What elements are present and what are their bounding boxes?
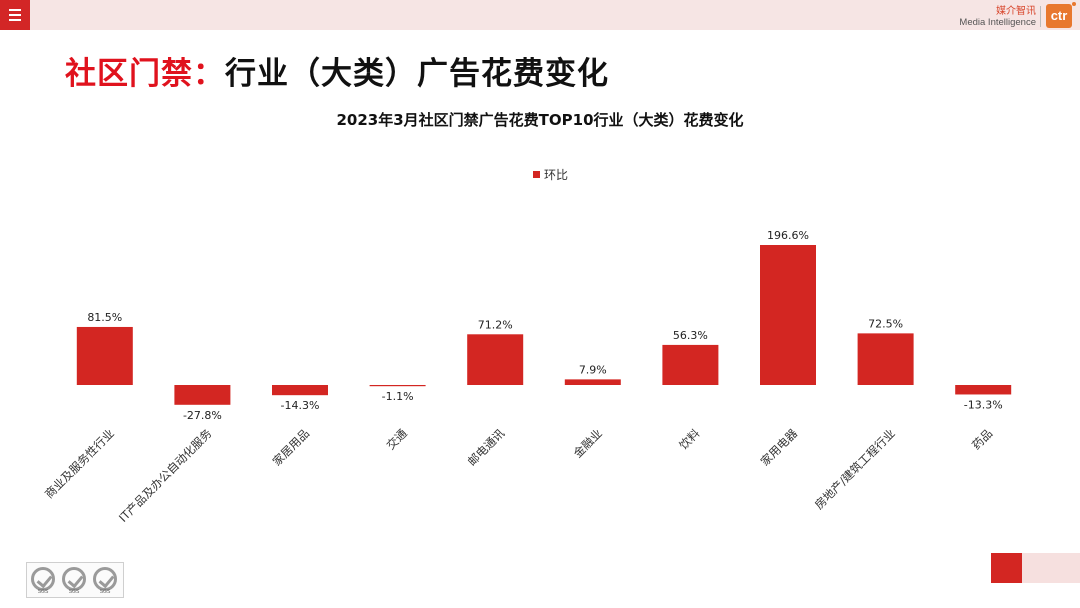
data-label: 72.5%: [868, 317, 903, 330]
bar: [564, 379, 621, 385]
ctr-logo: ctr: [1046, 4, 1072, 28]
x-tick-label: 药品: [969, 426, 995, 452]
sgs-label: SGS: [37, 589, 49, 595]
data-label: 81.5%: [87, 311, 122, 324]
page-title-prefix: 社区门禁：: [65, 56, 225, 92]
legend-label: 环比: [544, 168, 569, 182]
data-label: 71.2%: [478, 318, 513, 331]
data-label: 56.3%: [673, 329, 708, 342]
page-title: 社区门禁：行业（大类）广告花费变化: [65, 48, 609, 93]
data-label: -1.1%: [382, 390, 414, 403]
bar: [369, 385, 426, 387]
logo-registered-mark: [1072, 2, 1076, 6]
page-title-main: 行业（大类）广告花费变化: [225, 56, 609, 92]
x-tick-label: 商业及服务性行业: [42, 426, 117, 501]
bar: [76, 326, 133, 385]
data-label: 7.9%: [579, 363, 607, 376]
x-tick-label: 邮电通讯: [465, 426, 508, 469]
sgs-badge-icon: [31, 567, 55, 591]
menu-icon[interactable]: [0, 0, 30, 30]
sgs-badge-icon: [62, 567, 86, 591]
sgs-label: SGS: [99, 589, 111, 595]
brand-divider: [1040, 6, 1041, 27]
corner-decoration-pale: [1022, 553, 1080, 583]
certification-badges: SGS SGS SGS: [26, 562, 124, 598]
top-bar: [0, 0, 1080, 30]
chart-title: 2023年3月社区门禁广告花费TOP10行业（大类）花费变化: [336, 111, 744, 129]
brand-name-en: Media Intelligence: [959, 17, 1036, 28]
bar: [857, 333, 914, 385]
bar: [760, 245, 816, 385]
x-tick-label: 金融业: [571, 426, 605, 460]
bar: [467, 334, 524, 385]
brand: 媒介智讯 Media Intelligence: [959, 6, 1036, 28]
brand-name-cn: 媒介智讯: [996, 6, 1036, 17]
sgs-label: SGS: [68, 589, 80, 595]
x-tick-label: 交通: [384, 426, 411, 453]
data-label: -13.3%: [964, 398, 1003, 411]
bar: [272, 385, 328, 396]
data-label: 196.6%: [767, 229, 809, 242]
x-tick-label: 饮料: [676, 426, 703, 453]
legend-swatch: [533, 171, 540, 178]
corner-decoration-red: [991, 553, 1022, 583]
bar: [955, 385, 1012, 395]
data-label: -14.3%: [281, 399, 320, 412]
x-tick-label: 家用电器: [758, 426, 801, 469]
chart-legend: 环比: [533, 166, 568, 183]
bar: [662, 344, 719, 385]
sgs-badge-icon: [93, 567, 117, 591]
bar: [174, 385, 231, 405]
x-tick-label: 家居用品: [270, 426, 312, 468]
data-label: -27.8%: [183, 409, 222, 422]
x-tick-label: 房地产/建筑工程行业: [812, 426, 898, 512]
x-tick-label: IT产品及办公自动化服务: [116, 426, 215, 525]
